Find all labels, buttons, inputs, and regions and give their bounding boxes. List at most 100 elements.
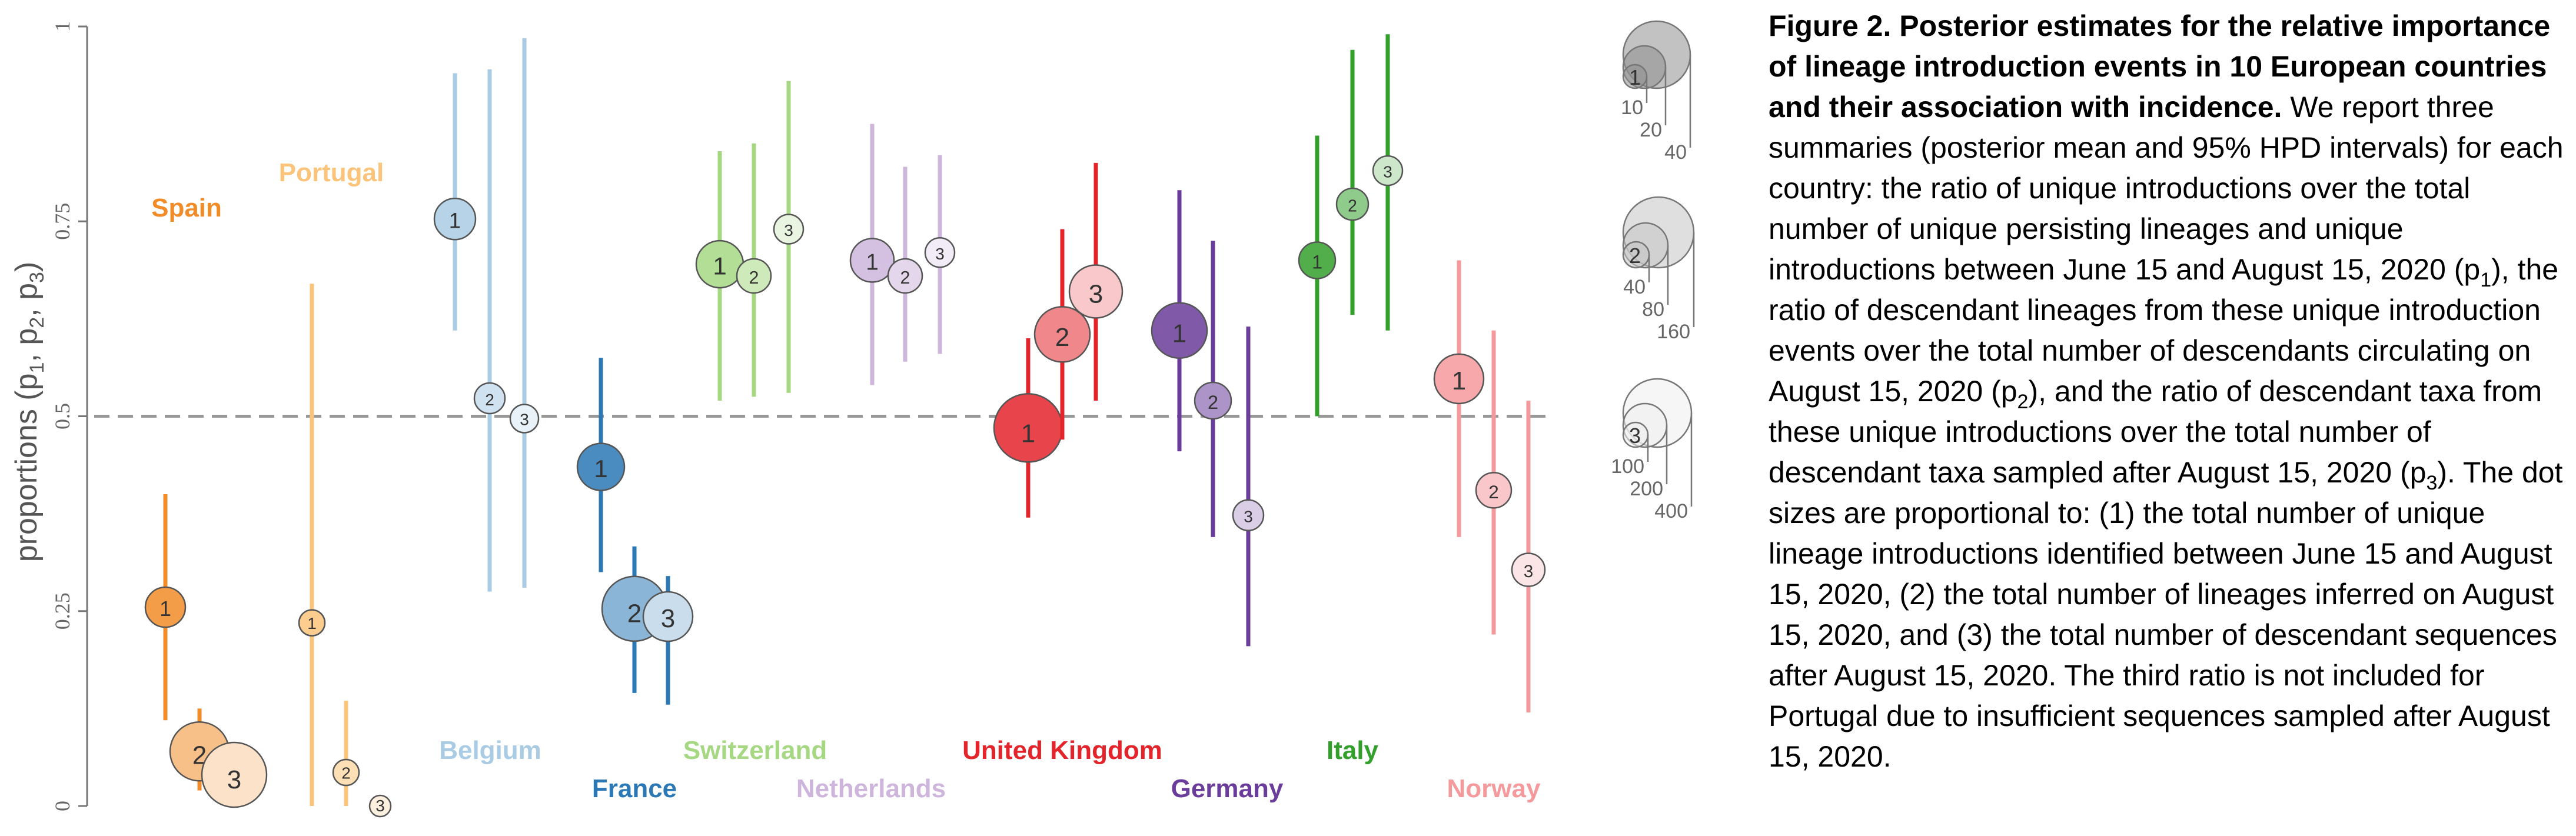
- estimate-point: [201, 741, 268, 808]
- caption-sub-3: 3: [2426, 472, 2438, 494]
- size-legend-label: 3: [1629, 424, 1641, 448]
- country-group: 123: [1433, 260, 1546, 712]
- estimate-point: [433, 198, 477, 241]
- country-group: 1 2 3: [1298, 34, 1404, 417]
- point-label: 3: [1244, 508, 1253, 526]
- point-label: 3: [1089, 280, 1103, 309]
- size-legend-value: 160: [1657, 321, 1690, 343]
- point-label: 1: [1172, 319, 1186, 348]
- point-label: 1: [713, 252, 726, 279]
- point-label: 2: [749, 268, 759, 288]
- caption-text-2: ), the ratio of descendant lineages from…: [1769, 253, 2559, 408]
- country-group: 123: [849, 124, 956, 385]
- point-label: 1: [1452, 367, 1466, 395]
- y-axis-label: proportions (p1, p2, p3): [9, 262, 48, 562]
- caption-sub-1: 1: [2480, 269, 2492, 291]
- country-label: Spain: [151, 194, 222, 222]
- estimate-point: [1372, 155, 1404, 186]
- point-label: 1: [594, 455, 607, 482]
- estimate-point-bg: [1233, 499, 1264, 531]
- estimate-point: [736, 258, 772, 294]
- country-label: Switzerland: [683, 736, 827, 765]
- estimate-point: [1433, 353, 1485, 405]
- point-label: 3: [1383, 163, 1392, 181]
- estimate-point: [924, 237, 956, 268]
- point-label: 2: [485, 391, 494, 409]
- point-label: 3: [375, 797, 385, 815]
- point-label: 3: [520, 411, 529, 429]
- estimate-point: [576, 442, 626, 491]
- point-label: 1: [307, 614, 317, 632]
- point-label: 1: [159, 597, 171, 621]
- size-legend-value: 100: [1611, 455, 1644, 478]
- estimate-point: [332, 758, 360, 787]
- size-legend-value: 10: [1621, 96, 1643, 119]
- size-legend-value: 80: [1642, 298, 1664, 321]
- estimate-point-bg: [1373, 156, 1402, 186]
- point-label: 3: [935, 245, 945, 263]
- chart: 0 0.25 0.5 0.75 1 proportions (p1, p2, p3) 1…: [9, 20, 1695, 818]
- country-label: Germany: [1171, 774, 1284, 803]
- estimate-point: [1151, 302, 1208, 359]
- country-group: 123: [298, 284, 392, 818]
- caption-title: Figure 2. Posterior estimates for the re…: [1769, 9, 2551, 124]
- estimate-point: [298, 609, 326, 637]
- estimate-point: [473, 382, 506, 415]
- country-group: 123: [1151, 190, 1265, 647]
- y-tick-label: 0: [51, 801, 74, 811]
- size-legend-value: 400: [1654, 500, 1688, 522]
- size-legend-value: 20: [1640, 119, 1662, 141]
- size-legend-label: 1: [1629, 65, 1641, 89]
- estimate-point-bg: [643, 592, 693, 642]
- estimate-point-bg: [925, 238, 955, 268]
- country-label: Netherlands: [796, 774, 946, 803]
- country-group: 123: [144, 494, 268, 808]
- estimate-point: [1232, 499, 1265, 532]
- point-label: 2: [1055, 323, 1069, 352]
- estimate-point-bg: [774, 214, 803, 244]
- estimate-point: [1475, 472, 1513, 509]
- point-label: 2: [1348, 196, 1357, 215]
- country-group: 1 2 3: [433, 38, 540, 592]
- y-tick-label: 0.5: [51, 403, 74, 429]
- point-label: 1: [449, 209, 461, 233]
- estimate-point: [509, 404, 540, 434]
- point-label: 3: [227, 765, 241, 794]
- point-label: 3: [1524, 562, 1533, 581]
- estimate-point: [1033, 306, 1091, 363]
- estimate-point: [887, 258, 923, 294]
- point-label: 3: [661, 604, 675, 633]
- estimate-point: [642, 591, 694, 642]
- estimate-point: [1068, 264, 1124, 319]
- country-label: Italy: [1327, 736, 1379, 765]
- country-group: 123: [993, 162, 1124, 518]
- country-label: Norway: [1447, 774, 1541, 803]
- point-label: 2: [627, 599, 641, 628]
- caption-sub-2: 2: [2017, 391, 2029, 413]
- estimate-point-bg: [1512, 553, 1545, 587]
- estimate-point-bg: [202, 742, 267, 807]
- point-label: 1: [1312, 251, 1322, 272]
- caption-text-4: ). The dot sizes are proportional to: (1…: [1769, 456, 2563, 773]
- country-label: France: [592, 774, 677, 803]
- estimate-point: [849, 238, 895, 283]
- estimate-point: [1298, 241, 1337, 279]
- size-legend-label: 2: [1629, 244, 1641, 268]
- country-label: Belgium: [439, 736, 541, 765]
- figure-caption: Figure 2. Posterior estimates for the re…: [1769, 6, 2569, 777]
- y-axis: 0 0.25 0.5 0.75 1: [51, 21, 88, 811]
- country-label: Portugal: [279, 158, 384, 187]
- estimate-point: [1511, 552, 1546, 587]
- size-legend-value: 40: [1664, 141, 1687, 164]
- point-label: 1: [866, 250, 879, 275]
- y-tick-label: 1: [51, 21, 74, 32]
- estimate-point-bg: [370, 795, 391, 817]
- size-legend-value: 200: [1630, 478, 1663, 500]
- estimate-point: [1335, 187, 1370, 221]
- y-tick-label: 0.75: [51, 203, 74, 240]
- point-label: 3: [784, 221, 793, 239]
